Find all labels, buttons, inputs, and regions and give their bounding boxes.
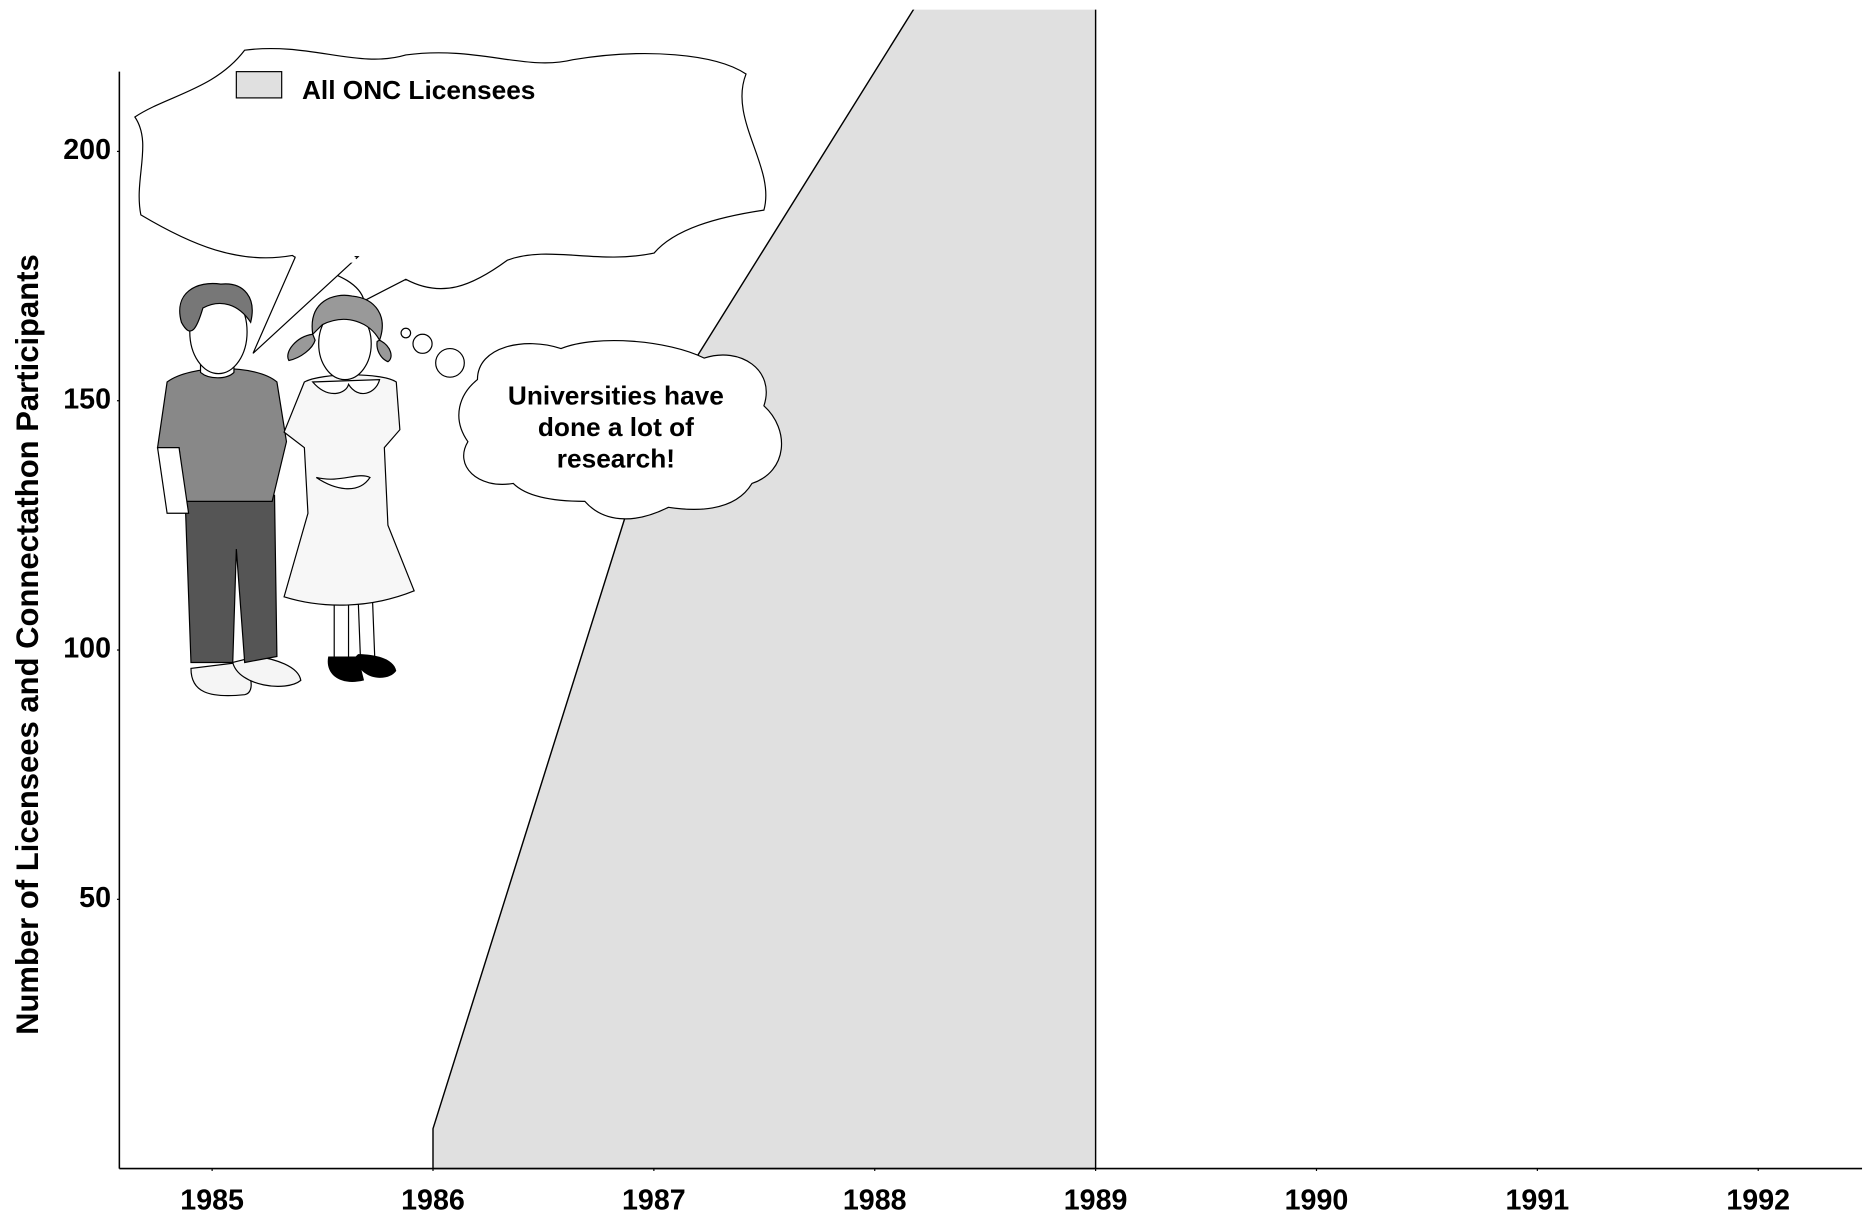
- annotation-line: research!: [557, 444, 675, 474]
- y-tick-label: 50: [79, 882, 111, 914]
- y-tick-label: 100: [63, 633, 111, 665]
- x-tick-label: 1991: [1506, 1185, 1570, 1217]
- legend-label: All ONC Licensees: [302, 75, 535, 105]
- annotation-line: done a lot of: [538, 412, 694, 442]
- x-tick-label: 1985: [180, 1185, 244, 1217]
- chart: Number of Licensees and Connectathon Par…: [0, 0, 1868, 1221]
- x-tick-label: 1989: [1064, 1185, 1128, 1217]
- x-tick-label: 1992: [1726, 1185, 1790, 1217]
- x-tick-label: 1987: [622, 1185, 686, 1217]
- girl-figure: [284, 295, 414, 682]
- y-tick-label: 150: [63, 383, 111, 415]
- x-tick-label: 1988: [843, 1185, 907, 1217]
- legend-swatch: [236, 72, 281, 98]
- boy-figure: [158, 283, 301, 695]
- annotation-line: Universities have: [508, 380, 724, 410]
- x-tick-label: 1986: [401, 1185, 465, 1217]
- x-tick-label: 1990: [1285, 1185, 1349, 1217]
- y-tick-label: 200: [63, 134, 111, 166]
- y-axis-label: Number of Licensees and Connectathon Par…: [10, 254, 45, 1035]
